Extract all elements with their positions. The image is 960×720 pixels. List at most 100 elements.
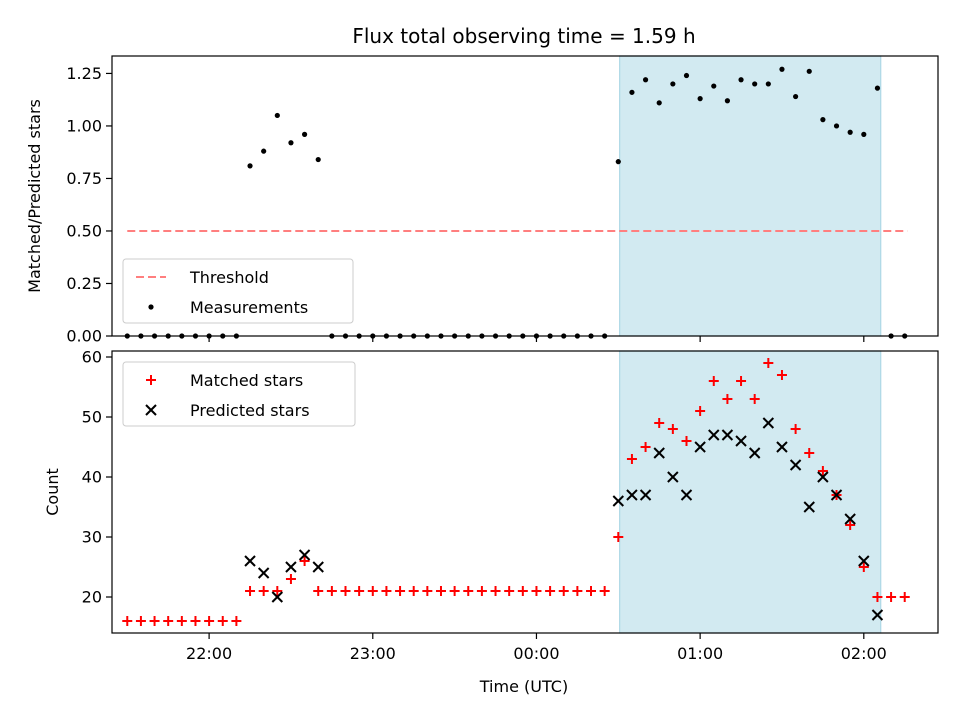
measurement-point xyxy=(642,77,649,83)
measurement-point xyxy=(288,140,294,146)
matched-star-point xyxy=(245,586,256,596)
measurement-point xyxy=(247,163,253,169)
matched-star-point xyxy=(354,586,365,596)
matched-star-point xyxy=(258,586,269,596)
legend-box xyxy=(122,361,356,427)
matched-star-point xyxy=(449,586,460,596)
measurement-point xyxy=(274,112,280,119)
y-tick-label: 50 xyxy=(82,408,102,427)
predicted-star-mark-b xyxy=(817,471,829,483)
matched-star-point xyxy=(626,454,637,464)
measurement-point xyxy=(861,131,867,137)
x-tick-label: 22:00 xyxy=(186,644,232,663)
matched-star-point xyxy=(367,586,378,596)
matched-star-point xyxy=(845,520,856,530)
y-tick-label: 40 xyxy=(82,468,102,487)
observing-window xyxy=(619,350,882,634)
measurement-point xyxy=(656,100,662,106)
legend-box xyxy=(122,258,354,324)
matched-star-point xyxy=(122,616,133,626)
legend-measurement-swatch xyxy=(148,304,154,310)
measurement-point xyxy=(697,96,703,102)
predicted-star-point xyxy=(667,471,679,483)
predicted-star-mark-b xyxy=(721,429,734,441)
predicted-star-mark-b xyxy=(639,489,652,501)
measurement-point xyxy=(724,98,731,104)
bottom-y-axis-label: Count xyxy=(43,468,62,516)
matched-star-point xyxy=(886,592,897,602)
matched-star-point xyxy=(749,394,760,404)
matched-star-point xyxy=(326,586,337,596)
matched-star-point xyxy=(285,574,296,584)
matched-star-point xyxy=(558,586,569,596)
legend-label: Threshold xyxy=(189,268,269,287)
predicted-star-point xyxy=(844,513,856,525)
predicted-star-mark-b xyxy=(871,609,884,621)
matched-star-point xyxy=(204,616,215,626)
y-tick-label: 60 xyxy=(82,348,102,367)
predicted-star-point xyxy=(298,549,311,561)
matched-star-point xyxy=(299,556,310,566)
predicted-star-mark-b xyxy=(653,447,665,459)
predicted-star-mark-b xyxy=(748,447,761,459)
measurement-point xyxy=(629,89,635,95)
predicted-star-mark-b xyxy=(803,501,815,513)
count-panel: 20 30 40 50 60 22:00 23:00 00:00 01:00 02:00 Match… xyxy=(82,348,939,663)
predicted-star-mark-b xyxy=(789,459,802,471)
matched-star-point xyxy=(504,586,515,596)
predicted-star-mark-b xyxy=(830,489,843,501)
measurement-point xyxy=(765,81,771,87)
predicted-star-point xyxy=(285,561,297,573)
matched-star-point xyxy=(381,586,392,596)
predicted-star-point xyxy=(817,471,829,483)
matched-star-point xyxy=(463,586,474,596)
plot-frame xyxy=(111,55,939,337)
matched-star-point xyxy=(858,562,869,572)
matched-star-point xyxy=(217,616,228,626)
x-tick-label: 02:00 xyxy=(841,644,887,663)
measurement-point xyxy=(779,66,785,72)
predicted-star-mark-b xyxy=(271,591,284,603)
predicted-star-mark-b xyxy=(312,561,324,573)
measurement-point xyxy=(847,129,853,135)
predicted-star-mark-b xyxy=(285,561,297,573)
measurement-point xyxy=(874,85,881,91)
matched-star-point xyxy=(476,586,487,596)
legend-predicted-swatch-b xyxy=(145,404,157,416)
matched-star-point xyxy=(340,586,351,596)
matched-star-point xyxy=(190,616,201,626)
predicted-star-point xyxy=(871,609,884,621)
predicted-star-point xyxy=(257,567,270,579)
matched-star-point xyxy=(695,406,706,416)
matched-star-point xyxy=(640,442,651,452)
matched-star-point xyxy=(899,592,910,602)
matched-star-point xyxy=(313,586,324,596)
matched-star-point xyxy=(804,448,815,458)
predicted-star-mark-b xyxy=(858,555,870,567)
matched-star-point xyxy=(586,586,597,596)
matched-star-point xyxy=(517,586,528,596)
predicted-star-point xyxy=(776,441,788,453)
matched-star-point xyxy=(790,424,801,434)
y-tick-label: 0.50 xyxy=(66,221,102,240)
plot-frame xyxy=(111,350,939,634)
predicted-star-point xyxy=(694,441,706,453)
matched-star-point xyxy=(708,376,719,386)
measurement-point xyxy=(615,159,621,165)
predicted-star-mark-b xyxy=(680,489,693,501)
matched-star-point xyxy=(435,586,446,596)
measurement-point xyxy=(833,123,840,129)
measurement-point xyxy=(793,93,799,100)
matched-star-point xyxy=(722,394,733,404)
matched-star-point xyxy=(613,532,624,542)
matched-star-point xyxy=(176,616,187,626)
predicted-star-mark-b xyxy=(708,429,720,441)
matched-star-point xyxy=(135,616,146,626)
matched-star-point xyxy=(272,586,283,596)
matched-star-point xyxy=(667,424,678,434)
predicted-star-point xyxy=(312,561,324,573)
matched-star-point xyxy=(654,418,665,428)
predicted-star-mark-b xyxy=(626,489,638,501)
chart-title: Flux total observing time = 1.59 h xyxy=(352,24,695,48)
legend-label: Predicted stars xyxy=(190,401,310,420)
